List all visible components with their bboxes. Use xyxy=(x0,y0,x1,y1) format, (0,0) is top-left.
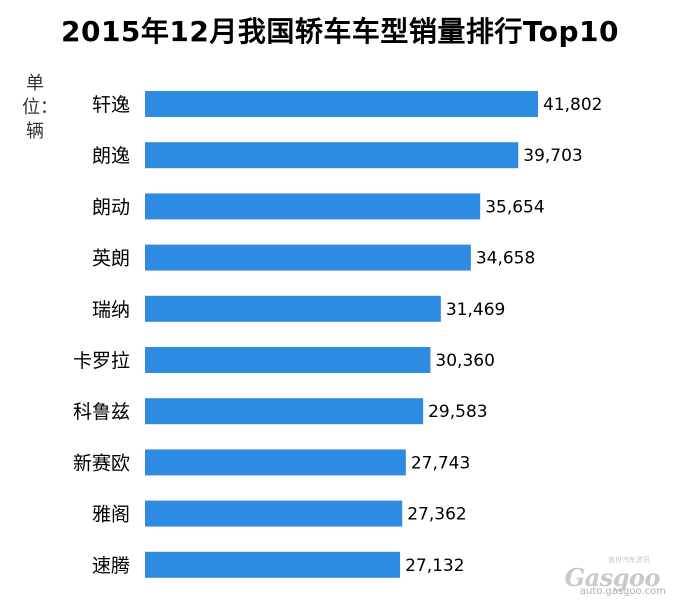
category-label-5: 瑞纳 xyxy=(92,299,130,321)
value-label-2: 39,703 xyxy=(523,146,582,166)
value-label-5: 31,469 xyxy=(446,300,505,320)
category-label-7: 科鲁兹 xyxy=(73,401,130,423)
bar-4 xyxy=(145,244,471,271)
chart-title: 2015年12月我国轿车车型销量排行Top10 xyxy=(60,15,620,48)
watermark-url: auto.gasgoo.com xyxy=(579,586,666,597)
category-label-6: 卡罗拉 xyxy=(73,350,130,372)
bar-6 xyxy=(145,347,431,373)
bar-9 xyxy=(145,500,403,527)
category-label-8: 新赛欧 xyxy=(73,452,130,474)
value-label-7: 29,583 xyxy=(428,402,487,422)
gasgoo-watermark: 盖世汽车资讯 Gasgoo auto.gasgoo.com xyxy=(562,549,672,597)
watermark-top-text: 盖世汽车资讯 xyxy=(608,556,650,564)
bar-5 xyxy=(145,295,441,322)
category-label-9: 雅阁 xyxy=(92,504,130,526)
bar-7 xyxy=(145,398,424,425)
bar-8 xyxy=(145,449,406,476)
value-label-3: 35,654 xyxy=(485,197,544,217)
value-label-8: 27,743 xyxy=(411,453,470,473)
value-label-4: 34,658 xyxy=(476,249,535,269)
bar-2 xyxy=(145,142,519,169)
category-label-3: 朗动 xyxy=(92,196,130,218)
value-label-1: 41,802 xyxy=(543,95,602,115)
category-label-1: 轩逸 xyxy=(92,94,130,116)
value-label-10: 27,132 xyxy=(405,556,464,576)
bar-10 xyxy=(145,551,401,578)
bar-1 xyxy=(145,91,538,117)
gasgoo-logo: Gasgoo xyxy=(564,563,661,592)
category-label-2: 朗逸 xyxy=(92,145,130,167)
bar-3 xyxy=(145,193,481,220)
value-label-9: 27,362 xyxy=(407,505,466,525)
value-label-6: 30,360 xyxy=(435,351,494,371)
category-label-10: 速腾 xyxy=(92,555,130,577)
category-label-4: 英朗 xyxy=(92,248,130,270)
